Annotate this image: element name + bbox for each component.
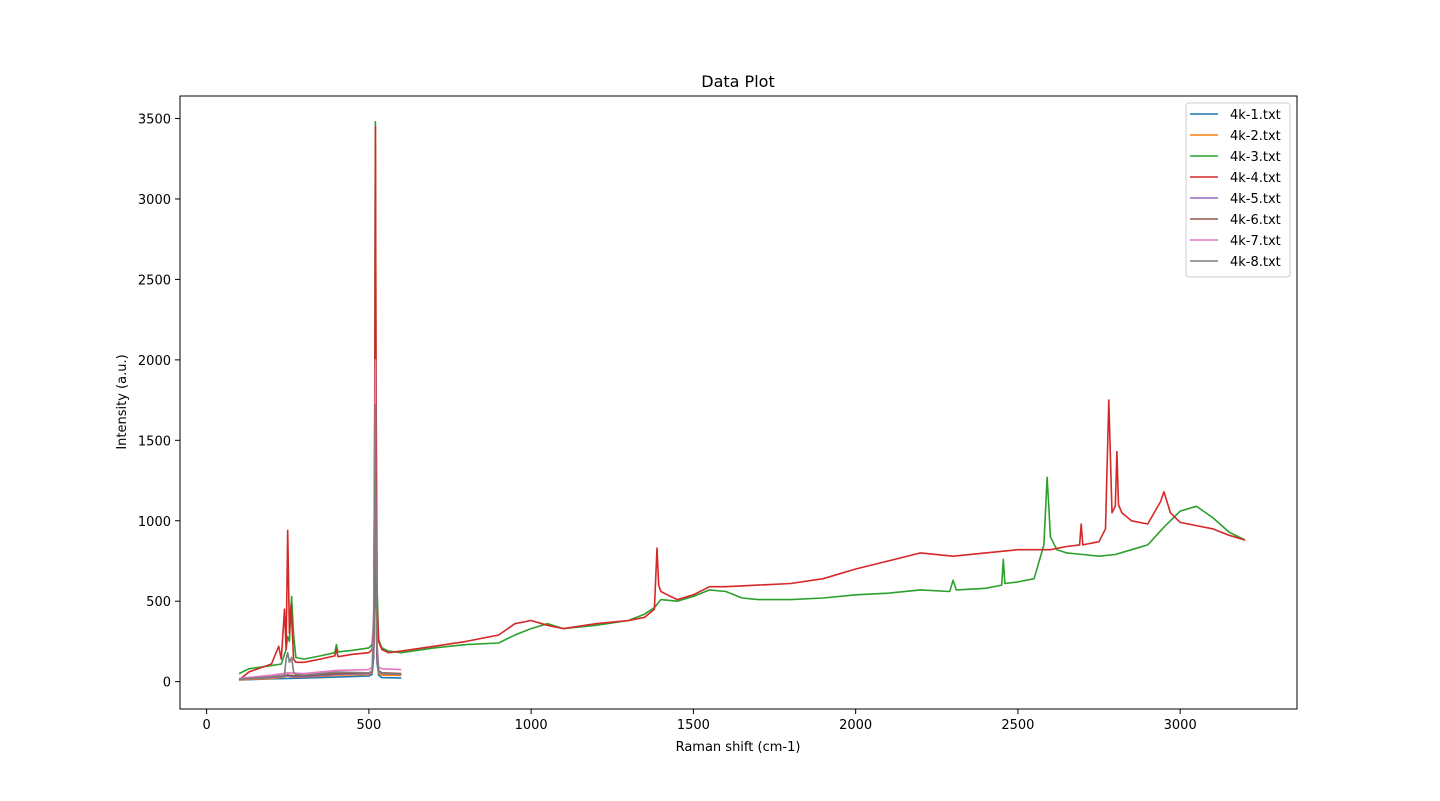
series-line-4 <box>238 125 1246 681</box>
x-axis-label: Raman shift (cm-1) <box>676 740 801 755</box>
legend-box <box>1185 102 1291 278</box>
x-tick-label: 0 <box>202 718 210 733</box>
legend-label: 4k-8.txt <box>1230 255 1281 270</box>
series-layer <box>238 120 1246 681</box>
x-tick-label: 2500 <box>1001 718 1034 733</box>
legend-label: 4k-5.txt <box>1230 192 1281 207</box>
legend-label: 4k-2.txt <box>1230 129 1281 144</box>
x-tick-label: 1500 <box>677 718 710 733</box>
y-tick-label: 2500 <box>138 273 171 288</box>
legend-label: 4k-7.txt <box>1230 234 1281 249</box>
legend-label: 4k-3.txt <box>1230 150 1281 165</box>
plot-frame <box>179 95 1298 710</box>
y-axis-label: Intensity (a.u.) <box>115 354 130 449</box>
y-tick-label: 500 <box>146 595 171 610</box>
x-tick-label: 2000 <box>839 718 872 733</box>
x-tick-label: 500 <box>356 718 381 733</box>
legend-label: 4k-4.txt <box>1230 171 1281 186</box>
y-axis: 0 500 1000 1500 2000 2500 3000 3500 <box>138 113 180 691</box>
y-tick-label: 3500 <box>138 113 171 128</box>
legend-label: 4k-1.txt <box>1230 108 1281 123</box>
x-axis: 0 500 1000 1500 2000 2500 3000 <box>202 709 1197 733</box>
y-tick-label: 2000 <box>138 354 171 369</box>
y-tick-label: 1000 <box>138 515 171 530</box>
y-tick-label: 1500 <box>138 434 171 449</box>
y-tick-label: 3000 <box>138 193 171 208</box>
x-tick-label: 1000 <box>515 718 548 733</box>
series-line-3 <box>238 120 1246 675</box>
legend: 4k-1.txt 4k-2.txt 4k-3.txt 4k-4.txt 4k-5.txt… <box>1185 102 1291 278</box>
series-line-8 <box>239 404 402 680</box>
legend-label: 4k-6.txt <box>1230 213 1281 228</box>
x-tick-label: 3000 <box>1164 718 1197 733</box>
chart-title: Data Plot <box>701 72 774 91</box>
y-tick-label: 0 <box>163 676 171 691</box>
